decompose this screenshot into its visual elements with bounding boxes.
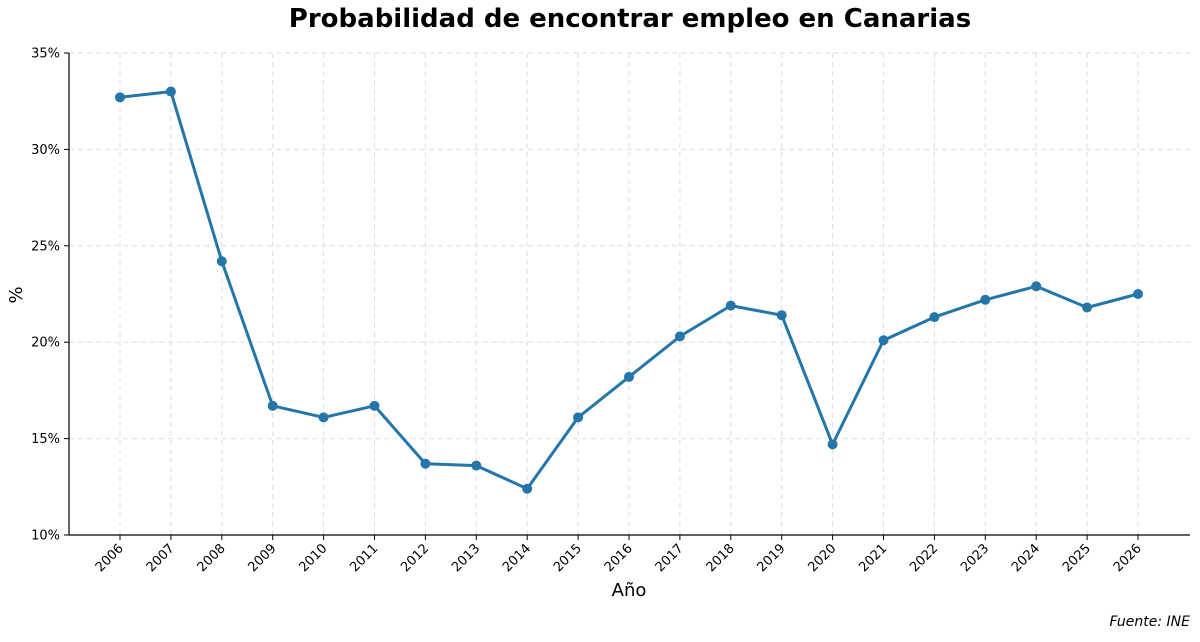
x-tick-label: 2025	[1060, 541, 1094, 575]
data-point	[115, 92, 125, 103]
data-point	[827, 439, 838, 450]
x-tick-label: 2015	[551, 541, 585, 575]
data-point	[573, 412, 584, 423]
y-axis-title: %	[6, 286, 27, 303]
x-tick-label: 2009	[246, 541, 280, 575]
data-point	[420, 458, 431, 469]
x-tick-label: 2013	[449, 541, 483, 575]
y-tick-label: 20%	[31, 336, 60, 351]
x-tick-label: 2023	[958, 541, 992, 575]
source-note: Fuente: INE	[1109, 614, 1190, 630]
data-point	[878, 335, 889, 346]
x-tick-label: 2021	[856, 541, 890, 575]
y-tick-label: 35%	[31, 47, 60, 62]
x-tick-label: 2018	[704, 541, 738, 575]
data-point	[624, 371, 634, 382]
data-point	[369, 400, 380, 411]
data-point	[674, 331, 685, 342]
x-tick-label: 2010	[296, 541, 330, 575]
y-tick-label: 25%	[31, 239, 60, 254]
data-point	[318, 412, 329, 423]
chart-title: Probabilidad de encontrar empleo en Cana…	[288, 4, 972, 34]
data-point	[471, 460, 482, 471]
data-point	[725, 300, 736, 311]
x-tick-label: 2024	[1009, 541, 1043, 575]
x-tick-label: 2008	[195, 541, 229, 575]
y-tick-label: 10%	[31, 529, 60, 544]
y-tick-label: 15%	[31, 432, 60, 447]
x-axis-title: Año	[612, 580, 647, 601]
data-point	[776, 310, 787, 321]
series-layer	[115, 86, 1143, 494]
data-point	[1133, 289, 1143, 299]
x-tick-label: 2007	[144, 541, 178, 575]
data-point	[522, 483, 533, 494]
x-tick-label: 2006	[93, 541, 127, 575]
data-point	[267, 400, 278, 411]
x-tick-label: 2019	[755, 541, 789, 575]
x-tick-label: 2022	[907, 541, 941, 575]
y-tick-label: 30%	[31, 143, 60, 158]
x-tick-label: 2016	[602, 541, 636, 575]
y-ticks: 10% 15% 20% 25% 30% 35%	[31, 47, 69, 544]
x-tick-label: 2017	[653, 541, 687, 575]
data-point	[1031, 281, 1042, 292]
x-tick-label: 2020	[805, 541, 839, 575]
data-point	[980, 294, 991, 305]
data-point	[216, 256, 227, 267]
x-tick-label: 2012	[398, 541, 432, 575]
data-point	[1082, 302, 1093, 313]
x-tick-label: 2011	[347, 541, 381, 575]
x-tick-label: 2014	[500, 541, 534, 575]
data-point	[929, 312, 940, 323]
x-ticks: 2006 2007 2008 2009 2010 2011 2012 2013 2014 2015…	[93, 535, 1145, 575]
grid-layer	[69, 52, 1190, 535]
data-point	[165, 86, 176, 97]
x-tick-label: 2026	[1111, 541, 1145, 575]
